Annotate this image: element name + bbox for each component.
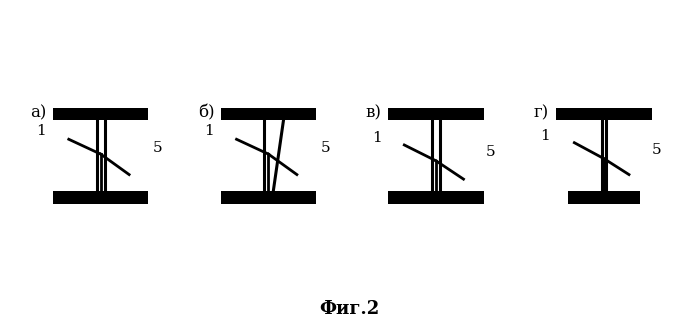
Bar <box>556 108 651 120</box>
Text: 1: 1 <box>36 124 46 138</box>
Bar <box>389 191 484 204</box>
Bar <box>568 191 640 204</box>
Text: 5: 5 <box>651 143 661 157</box>
Text: 5: 5 <box>153 141 162 155</box>
Text: г): г) <box>533 104 549 121</box>
Bar <box>389 108 484 120</box>
Text: в): в) <box>366 104 382 121</box>
Text: Фиг.2: Фиг.2 <box>319 300 380 318</box>
Text: 1: 1 <box>372 131 382 145</box>
Bar <box>221 191 316 204</box>
Bar <box>53 191 148 204</box>
Bar <box>221 108 316 120</box>
Text: а): а) <box>30 104 46 121</box>
Text: 1: 1 <box>540 129 549 143</box>
Text: 5: 5 <box>321 141 330 155</box>
Text: 1: 1 <box>204 124 214 138</box>
Text: 5: 5 <box>486 145 496 159</box>
Bar <box>53 108 148 120</box>
Text: б): б) <box>198 104 215 121</box>
